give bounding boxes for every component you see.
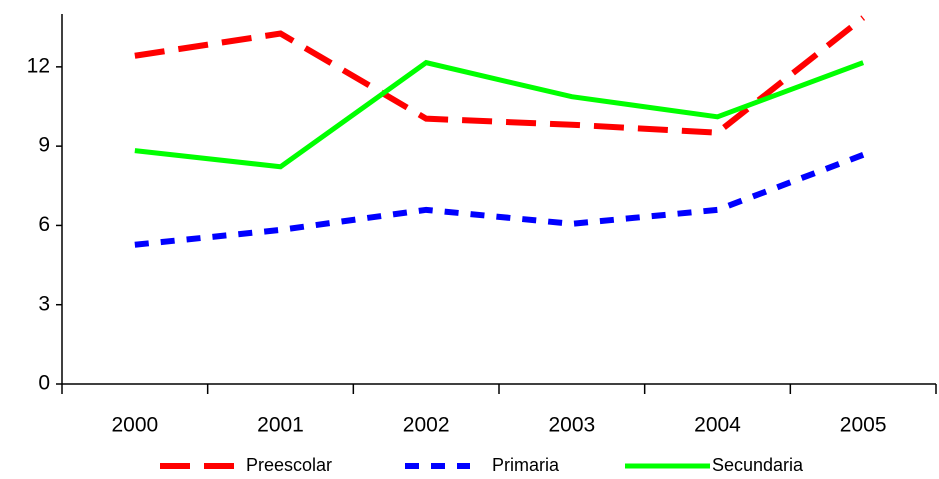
y-tick-label: 3 bbox=[38, 292, 50, 315]
legend-label: Preescolar bbox=[246, 455, 332, 475]
legend-label: Primaria bbox=[492, 455, 560, 475]
line-series bbox=[134, 152, 865, 248]
x-tick-label: 2004 bbox=[694, 414, 741, 437]
y-tick-label: 0 bbox=[38, 372, 50, 395]
line-series bbox=[134, 59, 865, 170]
x-tick-label: 2001 bbox=[257, 414, 304, 437]
y-tick-label: 12 bbox=[27, 54, 50, 77]
x-tick-label: 2005 bbox=[840, 414, 887, 437]
y-tick-label: 6 bbox=[38, 213, 50, 236]
y-tick-label: 9 bbox=[38, 134, 50, 157]
legend-label: Secundaria bbox=[712, 455, 804, 475]
x-tick-label: 2003 bbox=[548, 414, 595, 437]
x-tick-label: 2000 bbox=[111, 414, 158, 437]
line-series bbox=[134, 15, 866, 136]
x-tick-label: 2002 bbox=[403, 414, 450, 437]
